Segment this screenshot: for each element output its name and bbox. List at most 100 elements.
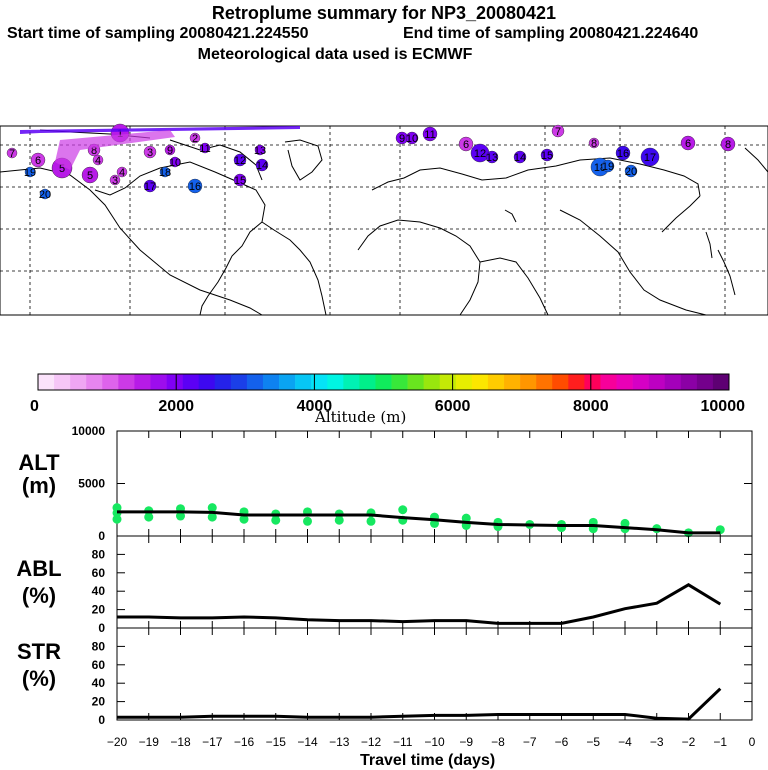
map-marker	[199, 142, 211, 154]
y-tick-label: 60	[92, 658, 106, 672]
y-tick-label: 60	[92, 566, 106, 580]
map-marker-label: 3	[112, 175, 118, 187]
map-marker	[233, 153, 247, 167]
colorbar-cell	[616, 374, 633, 390]
alt-scatter-point	[461, 513, 471, 523]
colorbar-cell	[343, 374, 360, 390]
x-axis-ticks: −20 −19 −18 −17 −16 −15 −14 −13 −12 −11 −10 −9 −8 −7−…	[107, 735, 756, 749]
map-marker-label: 20	[39, 189, 51, 201]
map-marker	[169, 156, 181, 168]
colorbar-cell	[407, 374, 424, 390]
y-tick-label: 40	[92, 676, 106, 690]
alt-scatter-point	[366, 516, 376, 526]
x-tick-label: −11	[393, 735, 413, 749]
map-marker	[640, 147, 660, 167]
colorbar-cell	[584, 374, 601, 390]
colorbar-cell	[423, 374, 441, 390]
colorbar-cell	[648, 374, 666, 390]
colorbar-cell	[552, 374, 569, 390]
x-tick-label: −20	[107, 735, 128, 749]
map-marker	[458, 136, 474, 152]
map-marker-label: 16	[189, 181, 201, 193]
panel-y-label: ABL	[16, 556, 61, 581]
map-marker	[601, 159, 615, 173]
y-tick-label: 20	[92, 603, 106, 617]
colorbar-cell	[664, 374, 682, 390]
map-coastline	[94, 161, 266, 316]
map-marker-label: 20	[625, 166, 637, 178]
y-tick-label: 0	[98, 529, 105, 543]
y-tick-label: 0	[98, 713, 105, 727]
colorbar-cell	[198, 374, 216, 390]
panel-y-label: (m)	[22, 473, 56, 498]
colorbar-cell	[182, 374, 199, 390]
colorbar-cell	[680, 374, 698, 390]
map-marker-label: 6	[35, 155, 41, 167]
map-marker	[615, 145, 631, 161]
colorbar-cell	[38, 374, 55, 390]
map-marker-label: 3	[147, 147, 153, 159]
map-marker-label: 6	[463, 139, 469, 151]
colorbar-tick-label: 0	[30, 398, 39, 415]
map-marker-label: 12	[474, 148, 486, 160]
x-tick-label: 0	[749, 735, 756, 749]
map-marker-label: 8	[725, 139, 731, 151]
alt-scatter-point	[334, 515, 344, 525]
map-marker	[143, 179, 157, 193]
map-marker	[109, 174, 121, 186]
map-coastline	[261, 221, 327, 316]
map-marker-label: 17	[644, 152, 656, 164]
start-time-label: Start time of sampling 20080421.224550	[7, 25, 309, 42]
map-marker	[422, 126, 438, 142]
x-tick-label: −18	[170, 735, 191, 749]
map-marker-label: 6	[685, 138, 691, 150]
series-line-alt	[117, 510, 721, 535]
colorbar-cell	[246, 374, 264, 390]
x-tick-label: −19	[139, 735, 160, 749]
map-plume-trail	[55, 130, 175, 170]
colorbar-cell	[166, 374, 183, 390]
series-line-abl	[117, 583, 722, 625]
panel-y-label: ALT	[18, 450, 60, 475]
end-time-label: End time of sampling 20080421.224640	[403, 25, 699, 42]
map-marker	[254, 144, 266, 156]
colorbar-cell	[230, 374, 248, 390]
map-marker-label: 18	[159, 167, 171, 179]
x-tick-label: −2	[682, 735, 696, 749]
alt-scatter-point	[176, 511, 185, 521]
x-tick-label: −15	[266, 735, 287, 749]
colorbar-cell	[279, 374, 296, 390]
map-marker-label: 5	[87, 170, 93, 182]
panel-frame	[116, 535, 753, 629]
figure-title: Retroplume summary for NP3_20080421	[211, 3, 557, 23]
map-marker-label: 10	[406, 133, 418, 145]
colorbar-ticks: 0 2000 4000 6000 8000 10000	[30, 374, 745, 415]
map-marker-label: 14	[514, 152, 526, 164]
map-coastline	[357, 219, 481, 316]
colorbar-cell	[295, 374, 312, 390]
colorbar-cell	[504, 374, 521, 390]
y-tick-label: 80	[92, 547, 106, 561]
map-coastline	[504, 209, 517, 223]
map-frame	[0, 125, 768, 316]
colorbar-cell	[262, 374, 280, 390]
x-tick-label: −8	[491, 735, 505, 749]
map-marker-label: 7	[555, 126, 561, 138]
x-tick-label: −13	[329, 735, 350, 749]
x-tick-label: −14	[297, 735, 318, 749]
map-coastline	[705, 231, 713, 259]
panel-str: STR(%) 0 20 40 60 80	[17, 627, 753, 727]
colorbar-cell	[311, 374, 328, 390]
colorbar-cell	[134, 374, 151, 390]
x-axis-label: Travel time (days)	[360, 752, 496, 769]
colorbar-tick-label: 2000	[158, 398, 194, 415]
map-marker-label: 8	[591, 138, 597, 150]
map-marker-label: 2	[192, 133, 198, 145]
panel-y-label: (%)	[22, 583, 56, 608]
y-tick-label: 10000	[72, 424, 106, 438]
alt-scatter-point	[207, 503, 217, 513]
map-marker-label: 13	[254, 145, 266, 157]
colorbar-cell	[471, 374, 489, 390]
